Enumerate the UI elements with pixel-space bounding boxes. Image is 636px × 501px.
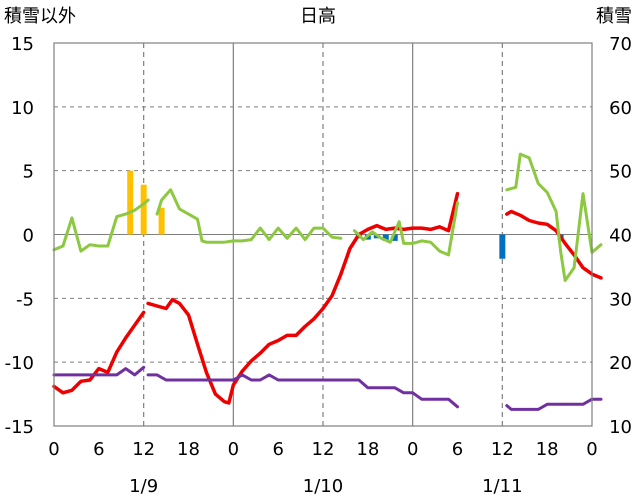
x-tick-label: 6 [272,439,283,460]
left-y-tick-label: 5 [23,162,34,183]
x-tick-label: 18 [356,439,379,460]
right-y-tick-label: 10 [609,417,632,438]
plot-frame [53,42,593,427]
x-tick-label: 6 [452,439,463,460]
date-label: 1/9 [129,476,158,497]
left-axis-label: 積雪以外 [4,6,76,27]
x-tick-label: 12 [132,439,155,460]
x-tick-label: 12 [491,439,514,460]
x-tick-label: 12 [312,439,335,460]
date-label: 1/11 [482,476,522,497]
blue-bar [499,234,506,259]
right-y-tick-label: 60 [609,98,632,119]
x-tick-label: 6 [93,439,104,460]
x-tick-label: 0 [586,439,597,460]
right-y-tick-label: 30 [609,289,632,310]
x-tick-label: 0 [48,439,59,460]
x-tick-label: 0 [407,439,418,460]
purple-series-line [146,373,459,409]
series-lines [52,152,603,411]
right-axis-label: 積雪 [596,6,632,27]
x-tick-label: 18 [177,439,200,460]
orange-bar [140,184,147,235]
right-y-tick-label: 50 [609,162,632,183]
red-series-line [505,209,603,280]
green-series-line [52,198,150,253]
blue-bar [391,234,398,241]
left-y-tick-label: -10 [5,353,34,374]
x-tick-label: 18 [536,439,559,460]
right-y-tick-label: 20 [609,353,632,374]
x-tick-label: 0 [228,439,239,460]
red-series-line [52,310,146,395]
green-series-line [155,188,343,244]
left-y-tick-label: -15 [5,417,34,438]
gridlines [54,43,592,426]
purple-series-line [52,365,146,377]
red-series-line [146,191,460,405]
date-label: 1/10 [303,476,343,497]
orange-bar [158,207,165,235]
right-y-tick-label: 70 [609,34,632,55]
left-y-tick-label: 10 [11,98,34,119]
chart-title: 日高 [300,6,336,27]
green-series-line [352,201,459,257]
left-y-tick-label: 0 [23,226,34,247]
right-y-tick-label: 40 [609,226,632,247]
orange-bar [127,170,134,235]
blue-bar [382,234,389,241]
left-y-tick-label: -5 [16,289,34,310]
left-y-tick-label: 15 [11,34,34,55]
green-series-line [505,152,603,282]
